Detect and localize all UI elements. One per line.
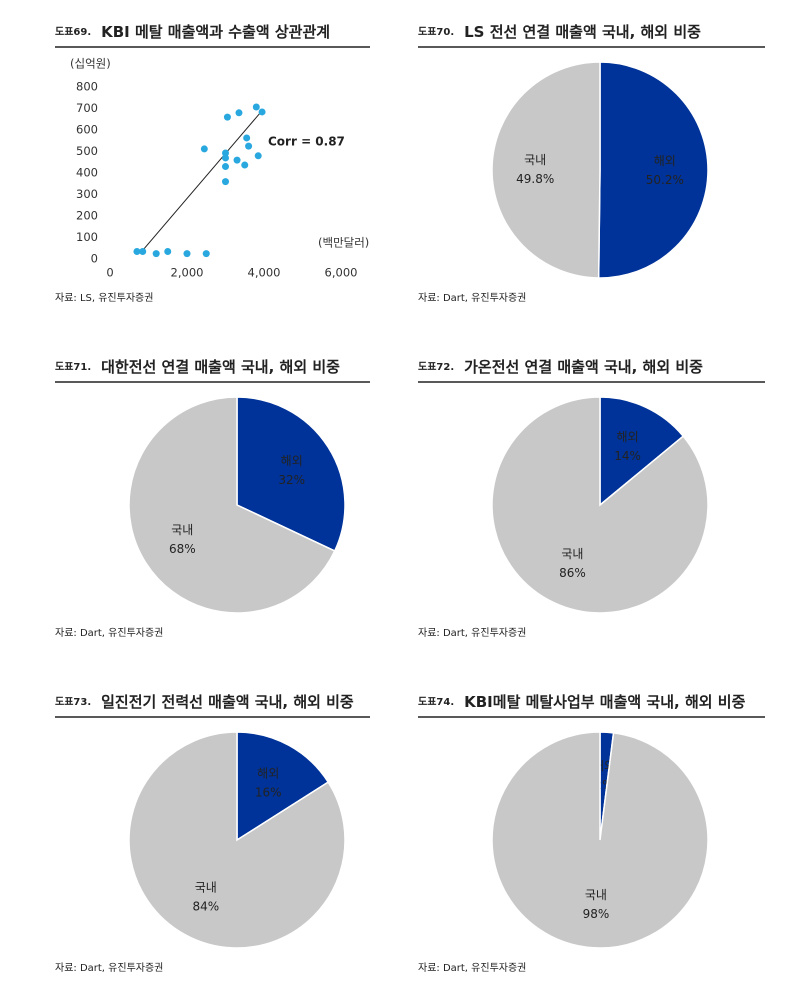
point (139, 247, 147, 255)
point (233, 156, 241, 164)
slice-value: 32% (278, 473, 305, 487)
x-axis-label: (백만달러) (318, 236, 369, 250)
slice-label: 국내 (524, 153, 546, 167)
pie-slice (599, 396, 685, 507)
slice-value: 98% (583, 907, 610, 921)
slice-label: 해외 (654, 154, 676, 168)
point (200, 145, 208, 153)
pie-slice (491, 396, 709, 614)
chart-title-text: 대한전선 연결 매출액 국내, 해외 비중 (101, 358, 340, 376)
pie-slice (597, 61, 709, 279)
x-tick-label: 0 (106, 266, 113, 280)
chart-number: 도표70. (418, 26, 454, 38)
chart-title-text: KBI메탈 메탈사업부 매출액 국내, 해외 비중 (464, 693, 745, 711)
source: 자료: Dart, 유진투자증권 (418, 292, 526, 304)
slice-label: 국내 (585, 888, 607, 902)
chart-title-text: 일진전기 전력선 매출액 국내, 해외 비중 (101, 693, 354, 711)
point (223, 113, 231, 121)
slice-label: 국내 (171, 523, 193, 537)
pie-slice (236, 396, 346, 552)
y-tick-label: 700 (76, 101, 98, 115)
y-tick-label: 300 (76, 187, 98, 201)
point (254, 152, 262, 160)
source: 자료: LS, 유진투자증권 (55, 292, 153, 304)
point (245, 142, 253, 150)
y-tick-label: 100 (76, 230, 98, 244)
point (133, 247, 141, 255)
slice-label: 국내 (195, 880, 217, 894)
y-tick-label: 600 (76, 123, 98, 137)
y-tick-label: 0 (91, 252, 98, 266)
pie-slice (491, 61, 601, 279)
point (202, 250, 210, 258)
chart-title-text: LS 전선 연결 매출액 국내, 해외 비중 (464, 23, 701, 41)
y-tick-label: 800 (76, 80, 98, 94)
source: 자료: Dart, 유진투자증권 (418, 962, 526, 974)
chart-title: 도표74. KBI메탈 메탈사업부 매출액 국내, 해외 비중 (418, 693, 746, 711)
pie-slice (128, 731, 346, 949)
x-tick-label: 6,000 (325, 266, 358, 280)
slice-value: 49.8% (516, 172, 554, 186)
point (222, 163, 229, 171)
pie-slice (491, 731, 709, 949)
slice-value: 86% (559, 566, 586, 580)
y-tick-label: 200 (76, 209, 98, 223)
chart-title: 도표72. 가온전선 연결 매출액 국내, 해외 비중 (418, 358, 703, 376)
pie-slice (128, 396, 336, 614)
chart-title-text: 가온전선 연결 매출액 국내, 해외 비중 (464, 358, 703, 376)
point (252, 103, 260, 111)
slice-label: 해외 (281, 454, 303, 468)
annotation: Corr = 0.87 (268, 135, 345, 149)
slice-value: 50.2% (646, 173, 684, 187)
slice-value: 84% (192, 899, 219, 913)
source: 자료: Dart, 유진투자증권 (418, 627, 526, 639)
y-tick-label: 400 (76, 166, 98, 180)
chart-title: 도표73. 일진전기 전력선 매출액 국내, 해외 비중 (55, 693, 354, 711)
point (241, 161, 249, 169)
slice-label: 해외 (617, 430, 639, 444)
point (222, 154, 229, 162)
y-axis-label: (십억원) (70, 57, 111, 71)
slice-label: 해외 (257, 767, 279, 781)
trendline (140, 110, 263, 253)
point (222, 178, 229, 186)
chart-number: 도표72. (418, 361, 454, 373)
point (258, 108, 266, 116)
pie-slice (236, 731, 330, 842)
point (183, 250, 191, 258)
chart-title: 도표71. 대한전선 연결 매출액 국내, 해외 비중 (55, 358, 340, 376)
point (235, 109, 243, 117)
point (243, 134, 251, 142)
chart-number: 도표69. (55, 26, 91, 38)
y-tick-label: 500 (76, 144, 98, 158)
x-tick-label: 2,000 (171, 266, 204, 280)
source: 자료: Dart, 유진투자증권 (55, 627, 163, 639)
chart-title: 도표70. LS 전선 연결 매출액 국내, 해외 비중 (418, 23, 701, 41)
chart-number: 도표74. (418, 696, 454, 708)
slice-value: 14% (614, 449, 641, 463)
point (164, 247, 172, 255)
x-tick-label: 4,000 (248, 266, 281, 280)
point (222, 149, 229, 157)
chart-number: 도표71. (55, 361, 91, 373)
chart-title-text: KBI 메탈 매출액과 수출액 상관관계 (101, 23, 330, 41)
source: 자료: Dart, 유진투자증권 (55, 962, 163, 974)
chart-title: 도표69. KBI 메탈 매출액과 수출액 상관관계 (55, 23, 330, 41)
point (152, 250, 160, 258)
chart-number: 도표73. (55, 696, 91, 708)
slice-label: 국내 (561, 547, 583, 561)
slice-value: 68% (169, 542, 196, 556)
slice-value: 16% (255, 786, 282, 800)
